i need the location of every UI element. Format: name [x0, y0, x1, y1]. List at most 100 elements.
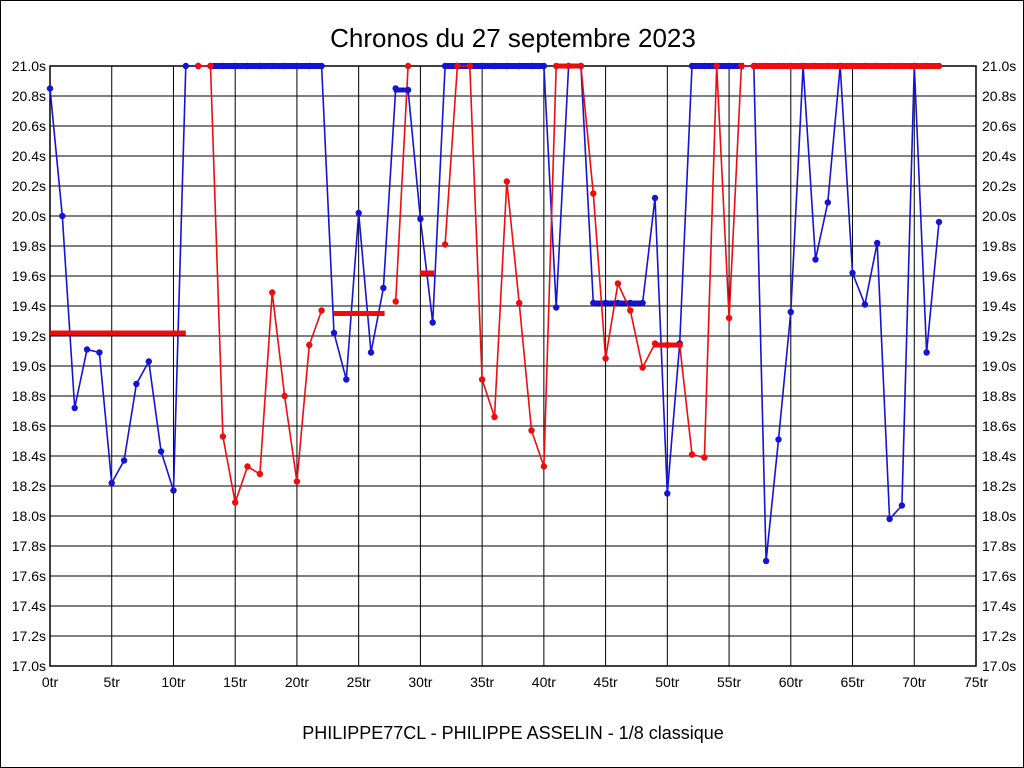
serie-rouge-point [466, 62, 473, 70]
serie-rouge-point [553, 62, 560, 70]
serie-bleue-point [651, 194, 659, 202]
serie-rouge-point [269, 289, 276, 296]
y-tick-label-left: 17.4s [12, 598, 46, 614]
serie-bleue-point [108, 479, 115, 487]
serie-bleue-point [404, 86, 412, 94]
serie-bleue-point [528, 62, 535, 70]
serie-bleue-point [874, 239, 881, 247]
y-tick-label-right: 20.4s [982, 148, 1016, 164]
y-tick-label-right: 19.0s [982, 358, 1016, 374]
serie-bleue-point [96, 349, 103, 356]
x-tick-label: 20tr [285, 674, 309, 690]
serie-bleue-point [417, 215, 424, 223]
serie-rouge-point [627, 307, 634, 314]
serie-rouge-point [911, 62, 918, 70]
x-tick-label: 65tr [840, 674, 864, 690]
serie-rouge-point [639, 364, 646, 371]
serie-bleue-point [923, 349, 930, 356]
serie-bleue-line [49, 65, 940, 562]
serie-bleue-point [133, 380, 140, 388]
serie-bleue-point [145, 358, 152, 365]
serie-rouge-point [256, 470, 264, 478]
x-tick-label: 40tr [532, 674, 556, 690]
y-tick-label-right: 18.4s [982, 448, 1016, 464]
serie-bleue-point [775, 436, 782, 443]
serie-rouge-point [441, 241, 449, 248]
x-tick-label: 70tr [902, 674, 926, 690]
serie-rouge-point [898, 62, 906, 70]
serie-rouge-line [394, 65, 409, 302]
y-tick-label-left: 19.0s [12, 358, 46, 374]
serie-bleue-point [491, 62, 498, 70]
serie-rouge-point [837, 62, 844, 70]
x-tick-label: 35tr [470, 674, 494, 690]
serie-bleue-point [478, 62, 486, 70]
serie-rouge-line [198, 65, 323, 506]
x-tick-label: 10tr [161, 674, 185, 690]
serie-bleue-point [256, 62, 264, 70]
y-tick-label-right: 18.2s [982, 478, 1016, 494]
chart-title: Chronos du 27 septembre 2023 [330, 23, 696, 53]
y-tick-label-left: 19.4s [12, 298, 46, 314]
serie-rouge-point [293, 478, 301, 485]
serie-bleue-point [614, 299, 622, 307]
serie-rouge-point [861, 62, 869, 70]
serie-bleue-point [664, 490, 671, 497]
serie-bleue-point [330, 329, 338, 337]
serie-rouge-point [454, 62, 461, 70]
serie-rouge-point [602, 355, 609, 362]
serie-bleue-point [120, 457, 128, 464]
serie-bleue-point [516, 62, 523, 70]
serie-bleue-point [701, 62, 708, 70]
serie-bleue-point [355, 209, 362, 217]
serie-rouge-point [935, 62, 943, 70]
serie-bleue-point [318, 62, 325, 70]
y-tick-label-right: 20.2s [982, 178, 1016, 194]
serie-rouge-point [775, 62, 782, 70]
serie-bleue-point [602, 299, 609, 307]
y-tick-label-left: 17.2s [12, 628, 46, 644]
serie-bleue-point [935, 218, 943, 226]
serie-bleue-point [83, 346, 91, 353]
serie-rouge-point [874, 62, 881, 70]
serie-rouge-point [281, 392, 288, 400]
y-tick-label-right: 19.6s [982, 268, 1016, 284]
serie-bleue-point [787, 308, 794, 316]
serie-bleue-point [157, 448, 165, 455]
serie-bleue-point [688, 62, 696, 70]
y-tick-label-right: 20.0s [982, 208, 1016, 224]
serie-bleue-point [392, 85, 399, 92]
serie-bleue-point [861, 301, 869, 308]
serie-rouge-point [478, 376, 486, 383]
serie-bleue-point [762, 557, 770, 565]
y-tick-label-left: 19.6s [12, 268, 46, 284]
serie-rouge-point [886, 62, 893, 70]
serie-bleue-point [898, 502, 906, 509]
y-tick-label-left: 20.4s [12, 148, 46, 164]
serie-bleue-point [293, 62, 301, 70]
y-tick-label-left: 19.2s [12, 328, 46, 344]
serie-bleue-point [553, 304, 560, 311]
serie-bleue-point [367, 349, 375, 356]
serie-bleue-point [232, 62, 239, 70]
y-tick-label-right: 17.4s [982, 598, 1016, 614]
serie-bleue-point [269, 62, 276, 70]
serie-rouge-point [503, 178, 510, 185]
x-tick-label: 15tr [223, 674, 247, 690]
y-tick-label-left: 17.6s [12, 568, 46, 584]
y-tick-label-left: 21.0s [12, 58, 46, 74]
y-tick-label-left: 20.2s [12, 178, 46, 194]
serie-bleue-point [281, 62, 288, 70]
serie-rouge-point [565, 62, 572, 70]
serie-rouge-point [849, 62, 856, 70]
y-tick-label-left: 18.6s [12, 418, 46, 434]
serie-bleue-point [380, 284, 387, 292]
serie-rouge-point [590, 190, 597, 197]
serie-rouge-point [491, 413, 498, 421]
serie-rouge-point [725, 314, 733, 322]
y-tick-label-right: 17.6s [982, 568, 1016, 584]
y-tick-label-left: 18.0s [12, 508, 46, 524]
serie-bleue-point [725, 62, 733, 70]
serie-bleue-point [824, 199, 831, 206]
